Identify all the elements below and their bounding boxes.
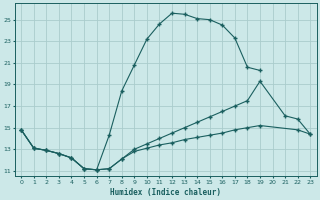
X-axis label: Humidex (Indice chaleur): Humidex (Indice chaleur) <box>110 188 221 197</box>
